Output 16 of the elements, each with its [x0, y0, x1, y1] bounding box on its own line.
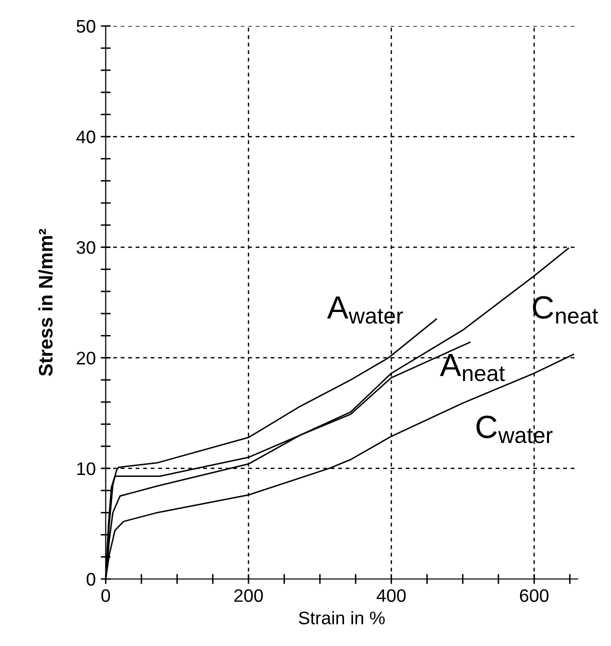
y-tick-label: 20 — [76, 352, 96, 365]
x-tick-label: 400 — [376, 589, 406, 602]
x-axis-title: Strain in % — [298, 611, 385, 624]
series-label: A$_{neat}$ — [440, 354, 505, 382]
series-label: A$_{water}$ — [327, 296, 403, 324]
x-tick-label: 600 — [520, 589, 548, 602]
series-label: C$_{water}$ — [476, 416, 553, 444]
y-tick-label: 50 — [76, 20, 96, 33]
series-label: C$_{neat}$ — [532, 296, 598, 324]
x-tick-label: 200 — [234, 589, 263, 602]
y-tick-label: 40 — [76, 130, 96, 144]
y-tick-label: 10 — [77, 462, 96, 476]
y-tick-label: 30 — [76, 241, 96, 254]
y-axis-title: Stress in N/mm² — [38, 228, 53, 376]
y-tick-label: 0 — [86, 572, 96, 586]
x-tick-label: 0 — [101, 589, 110, 602]
